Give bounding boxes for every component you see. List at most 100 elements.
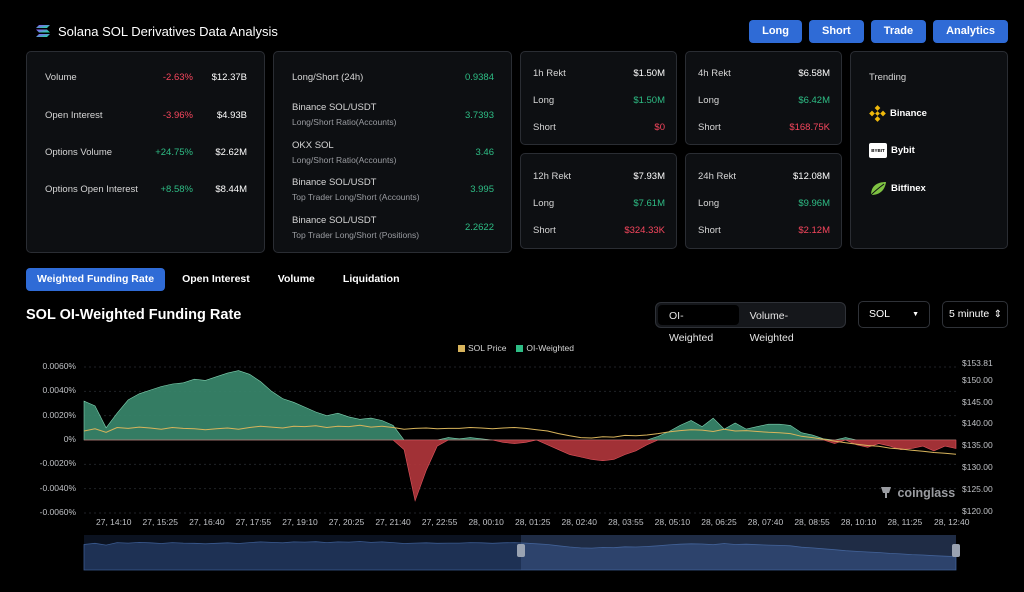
rekt-title: 1h Rekt xyxy=(533,68,566,79)
x-tick-label: 27, 16:40 xyxy=(189,517,225,527)
chart-tabs: Weighted Funding Rate Open Interest Volu… xyxy=(26,268,410,291)
legend-swatch xyxy=(516,345,524,352)
binance-icon xyxy=(869,105,886,122)
coinglass-logo-icon xyxy=(881,487,891,498)
bybit-icon: BYBIT xyxy=(869,143,887,158)
rekt-short-label: Short xyxy=(698,225,721,236)
ratio-value: 0.9384 xyxy=(464,72,494,83)
trending-item-bitfinex[interactable]: Bitfinex xyxy=(869,180,926,197)
trending-card: Trending Binance BYBIT Bybit Bitfinex xyxy=(850,51,1008,249)
rekt-title: 24h Rekt xyxy=(698,171,737,182)
trending-title: Trending xyxy=(869,72,907,83)
tab-liquidation[interactable]: Liquidation xyxy=(342,273,400,285)
ratio-label: Binance SOL/USDT xyxy=(292,102,377,113)
x-tick-label: 28, 12:40 xyxy=(934,517,970,527)
tab-volume[interactable]: Volume xyxy=(277,273,315,285)
rekt-card-1h: 1h Rekt $1.50M Long $1.50M Short $0 xyxy=(520,51,677,145)
rekt-total: $7.93M xyxy=(633,171,665,182)
updown-icon: ⇕ xyxy=(993,309,1002,320)
ratio-sublabel: Long/Short Ratio(Accounts) xyxy=(292,155,397,165)
x-tick-label: 27, 20:25 xyxy=(328,517,365,527)
solana-logo-icon xyxy=(36,25,50,37)
stat-change: +24.75% xyxy=(155,147,193,158)
y-right-tick-label: $153.81 xyxy=(962,358,993,368)
trending-item-label: Bybit xyxy=(891,145,915,156)
y-right-tick-label: $150.00 xyxy=(962,374,993,385)
short-button[interactable]: Short xyxy=(808,20,864,43)
caret-down-icon: ▼ xyxy=(912,311,919,318)
rekt-short-value: $2.12M xyxy=(798,225,830,236)
legend-label: OI-Weighted xyxy=(526,343,574,353)
trade-button[interactable]: Trade xyxy=(870,20,927,43)
ratio-value: 2.2622 xyxy=(464,222,494,233)
long-button[interactable]: Long xyxy=(749,20,802,43)
trending-item-binance[interactable]: Binance xyxy=(869,105,927,122)
stat-change: -2.63% xyxy=(162,72,193,83)
stat-value: $2.62M xyxy=(215,147,247,158)
legend-item-sol-price[interactable]: SOL Price xyxy=(458,343,506,353)
trending-item-label: Binance xyxy=(890,108,927,119)
rekt-long-value: $9.96M xyxy=(798,198,830,209)
x-tick-label: 27, 19:10 xyxy=(282,517,318,527)
rekt-short-value: $0 xyxy=(654,122,665,133)
y-right-tick-label: $135.00 xyxy=(962,440,993,451)
x-tick-label: 28, 10:10 xyxy=(840,517,877,527)
header: Solana SOL Derivatives Data Analysis Lon… xyxy=(0,0,1024,50)
stats-card: Volume -2.63% $12.37B Open Interest -3.9… xyxy=(26,51,265,253)
weighting-toggle: OI-Weighted Volume-Weighted xyxy=(655,302,846,344)
x-tick-label: 28, 05:10 xyxy=(654,517,691,527)
oi-weighted-option[interactable]: OI-Weighted xyxy=(658,305,739,344)
navigator-left-handle xyxy=(517,544,525,557)
rekt-short-label: Short xyxy=(698,122,721,133)
ratio-value: 3.46 xyxy=(475,147,495,158)
rekt-short-label: Short xyxy=(533,122,556,133)
stat-value: $4.93B xyxy=(216,110,247,121)
x-tick-label: 27, 15:25 xyxy=(142,517,178,527)
stat-value: $12.37B xyxy=(211,72,247,83)
stat-label: Options Open Interest xyxy=(45,184,138,195)
legend-item-oi-weighted[interactable]: OI-Weighted xyxy=(516,343,574,353)
x-tick-label: 27, 21:40 xyxy=(375,517,411,527)
rekt-long-label: Long xyxy=(533,198,555,209)
trending-item-label: Bitfinex xyxy=(891,183,926,194)
watermark: coinglass xyxy=(878,484,955,500)
rekt-short-value: $168.75K xyxy=(789,122,830,133)
x-tick-label: 27, 17:55 xyxy=(235,517,272,527)
y-right-tick-label: $130.00 xyxy=(962,462,993,473)
ratio-sublabel: Long/Short Ratio(Accounts) xyxy=(292,117,397,127)
x-tick-label: 28, 03:55 xyxy=(608,517,644,527)
rekt-total: $12.08M xyxy=(793,171,830,182)
x-tick-label: 28, 07:40 xyxy=(747,517,784,527)
interval-select-value: 5 minute xyxy=(949,308,990,320)
rekt-card-4h: 4h Rekt $6.58M Long $6.42M Short $168.75… xyxy=(685,51,842,145)
y-left-tick-label: 0% xyxy=(63,434,76,444)
rekt-title: 4h Rekt xyxy=(698,68,731,79)
section-title: SOL OI-Weighted Funding Rate xyxy=(26,307,242,323)
ratios-card: Long/Short (24h) 0.9384 Binance SOL/USDT… xyxy=(273,51,512,253)
y-left-tick-label: -0.0040% xyxy=(39,482,76,493)
x-tick-label: 27, 14:10 xyxy=(96,517,132,527)
coin-select[interactable]: SOL ▼ xyxy=(858,301,930,328)
rekt-long-label: Long xyxy=(698,198,720,209)
trending-item-bybit[interactable]: BYBIT Bybit xyxy=(869,143,915,158)
ratio-label: Long/Short (24h) xyxy=(292,72,364,83)
navigator-series xyxy=(83,541,957,571)
rekt-long-label: Long xyxy=(533,95,555,106)
ratio-label: Binance SOL/USDT xyxy=(292,215,377,226)
y-left-tick-label: -0.0020% xyxy=(39,458,76,469)
rekt-title: 12h Rekt xyxy=(533,171,572,182)
stat-change: -3.96% xyxy=(162,110,193,121)
tab-weighted-funding-rate[interactable]: Weighted Funding Rate xyxy=(26,268,166,291)
analytics-button[interactable]: Analytics xyxy=(933,20,1008,43)
x-tick-label: 28, 00:10 xyxy=(468,517,504,527)
navigator-right-handle xyxy=(952,544,960,557)
stat-value: $8.44M xyxy=(215,184,247,195)
stat-label: Volume xyxy=(45,72,77,83)
stat-label: Options Volume xyxy=(45,147,113,158)
tab-open-interest[interactable]: Open Interest xyxy=(182,273,250,285)
volume-weighted-option[interactable]: Volume-Weighted xyxy=(749,310,794,344)
navigator-selected-range xyxy=(521,535,956,570)
navigator-background xyxy=(84,535,956,570)
y-right-tick-label: $120.00 xyxy=(962,506,993,516)
interval-select[interactable]: 5 minute ⇕ xyxy=(942,301,1008,328)
